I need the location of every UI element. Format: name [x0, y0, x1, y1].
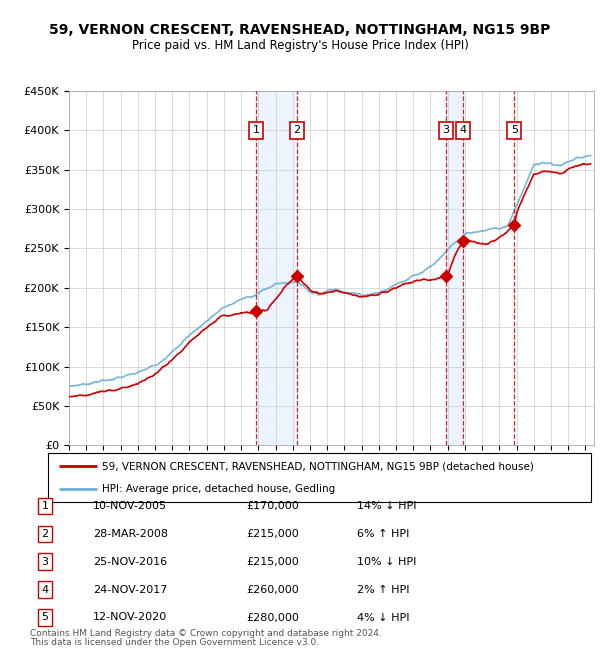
Text: 12-NOV-2020: 12-NOV-2020	[93, 612, 167, 623]
Text: 25-NOV-2016: 25-NOV-2016	[93, 556, 167, 567]
Bar	[256, 91, 297, 445]
Text: 4: 4	[41, 584, 49, 595]
Text: 24-NOV-2017: 24-NOV-2017	[93, 584, 167, 595]
Text: £215,000: £215,000	[246, 528, 299, 539]
Text: 59, VERNON CRESCENT, RAVENSHEAD, NOTTINGHAM, NG15 9BP (detached house): 59, VERNON CRESCENT, RAVENSHEAD, NOTTING…	[102, 462, 534, 471]
Text: 1: 1	[253, 125, 260, 135]
Text: 5: 5	[511, 125, 518, 135]
Text: £280,000: £280,000	[246, 612, 299, 623]
Text: This data is licensed under the Open Government Licence v3.0.: This data is licensed under the Open Gov…	[30, 638, 319, 647]
Text: 10% ↓ HPI: 10% ↓ HPI	[357, 556, 416, 567]
Text: 28-MAR-2008: 28-MAR-2008	[93, 528, 168, 539]
Text: £215,000: £215,000	[246, 556, 299, 567]
Text: 4: 4	[460, 125, 467, 135]
Text: 2: 2	[293, 125, 301, 135]
Text: 5: 5	[41, 612, 49, 623]
Text: £260,000: £260,000	[246, 584, 299, 595]
Text: 6% ↑ HPI: 6% ↑ HPI	[357, 528, 409, 539]
Text: 3: 3	[41, 556, 49, 567]
Bar	[446, 91, 463, 445]
Text: 1: 1	[41, 500, 49, 511]
Text: 59, VERNON CRESCENT, RAVENSHEAD, NOTTINGHAM, NG15 9BP: 59, VERNON CRESCENT, RAVENSHEAD, NOTTING…	[49, 23, 551, 37]
Text: £170,000: £170,000	[246, 500, 299, 511]
Text: 10-NOV-2005: 10-NOV-2005	[93, 500, 167, 511]
Text: 4% ↓ HPI: 4% ↓ HPI	[357, 612, 409, 623]
Text: 2: 2	[41, 528, 49, 539]
Text: HPI: Average price, detached house, Gedling: HPI: Average price, detached house, Gedl…	[102, 484, 335, 493]
Text: 14% ↓ HPI: 14% ↓ HPI	[357, 500, 416, 511]
Text: Price paid vs. HM Land Registry's House Price Index (HPI): Price paid vs. HM Land Registry's House …	[131, 39, 469, 52]
Text: Contains HM Land Registry data © Crown copyright and database right 2024.: Contains HM Land Registry data © Crown c…	[30, 629, 382, 638]
Text: 3: 3	[442, 125, 449, 135]
Text: 2% ↑ HPI: 2% ↑ HPI	[357, 584, 409, 595]
